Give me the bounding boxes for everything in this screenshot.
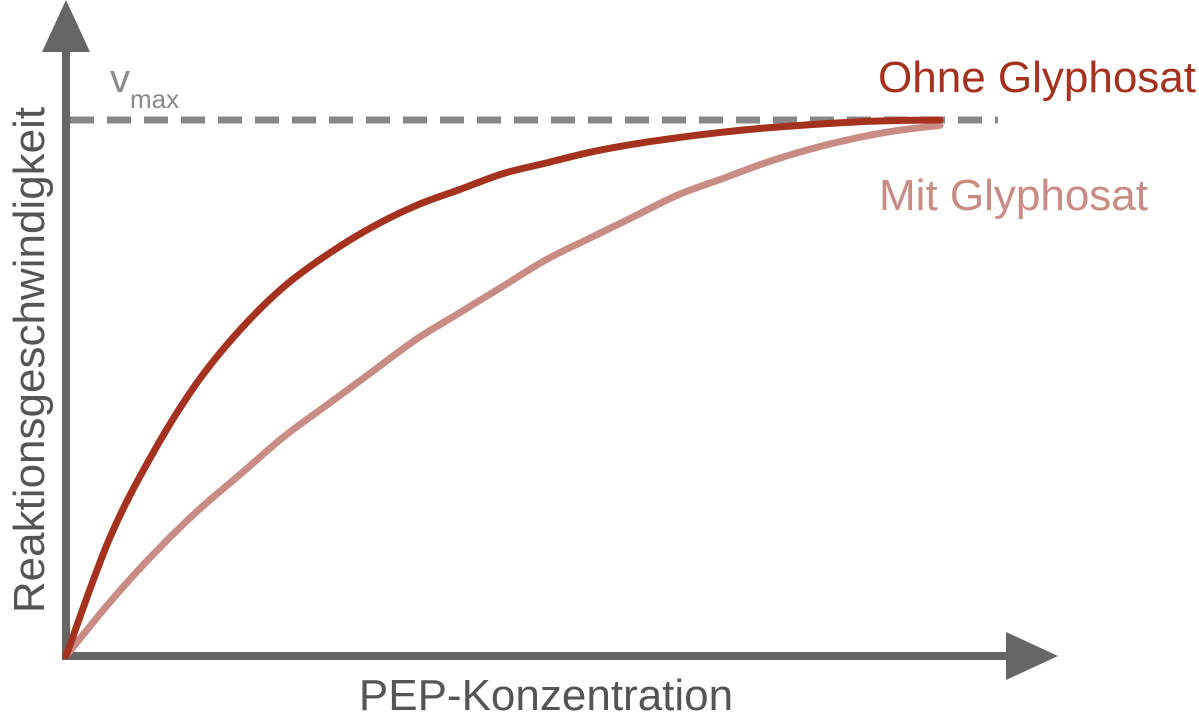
y-axis-arrow-icon [42,0,90,52]
vmax-label: vmax [110,57,179,114]
y-axis-title: Reaktionsgeschwindigkeit [5,107,54,613]
series-line-mit-glyphosat [62,121,944,660]
vmax-label-sub: max [130,84,179,114]
series-label-ohne-glyphosat: Ohne Glyphosat [878,53,1196,102]
series-line-ohne-glyphosat [62,116,944,660]
x-axis-title: PEP-Konzentration [359,671,733,720]
series-label-mit-glyphosat: Mit Glyphosat [879,171,1148,220]
x-axis-arrow-icon [1006,632,1058,680]
vmax-label-main: v [110,57,130,101]
